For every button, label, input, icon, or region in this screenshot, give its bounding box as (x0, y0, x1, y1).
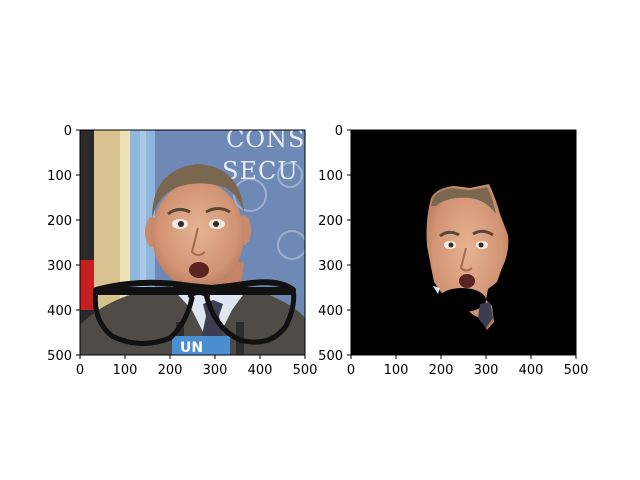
right-axes-frame (350, 129, 577, 356)
podium-label: UN (180, 340, 203, 356)
right-x-axis: 0 100 200 300 400 500 (347, 355, 589, 378)
right-x-tick-300: 300 (474, 363, 499, 378)
left-x-tick-500: 500 (293, 363, 318, 378)
wall-sign-line-2: SECU (222, 157, 299, 185)
eyeglasses-overlay (92, 279, 297, 346)
left-y-tick-500: 500 (47, 349, 72, 364)
right-y-tick-300: 300 (318, 259, 343, 274)
left-y-tick-100: 100 (47, 169, 72, 184)
right-x-tick-200: 200 (429, 363, 454, 378)
right-x-tick-0: 0 (347, 363, 355, 378)
right-y-tick-100: 100 (318, 169, 343, 184)
left-x-tick-200: 200 (158, 363, 183, 378)
right-y-axis: 0 100 200 300 400 500 (318, 124, 351, 364)
right-x-tick-100: 100 (384, 363, 409, 378)
left-image: CONS SECU UN (80, 125, 305, 356)
left-x-tick-400: 400 (248, 363, 273, 378)
left-x-tick-100: 100 (113, 363, 138, 378)
right-y-tick-400: 400 (318, 304, 343, 319)
left-y-tick-200: 200 (47, 214, 72, 229)
wall-sign-line-1: CONS (226, 125, 305, 153)
right-image (351, 130, 576, 355)
left-y-tick-300: 300 (47, 259, 72, 274)
left-y-axis: 0 100 200 300 400 500 (47, 124, 80, 364)
left-y-tick-0: 0 (64, 124, 72, 139)
left-x-tick-300: 300 (203, 363, 228, 378)
left-axes-frame (79, 129, 306, 356)
right-x-tick-400: 400 (519, 363, 544, 378)
left-x-axis: 0 100 200 300 400 500 (76, 355, 318, 378)
left-y-tick-400: 400 (47, 304, 72, 319)
right-y-tick-200: 200 (318, 214, 343, 229)
right-y-tick-500: 500 (318, 349, 343, 364)
right-y-tick-0: 0 (335, 124, 343, 139)
right-x-tick-500: 500 (564, 363, 589, 378)
left-x-tick-0: 0 (76, 363, 84, 378)
